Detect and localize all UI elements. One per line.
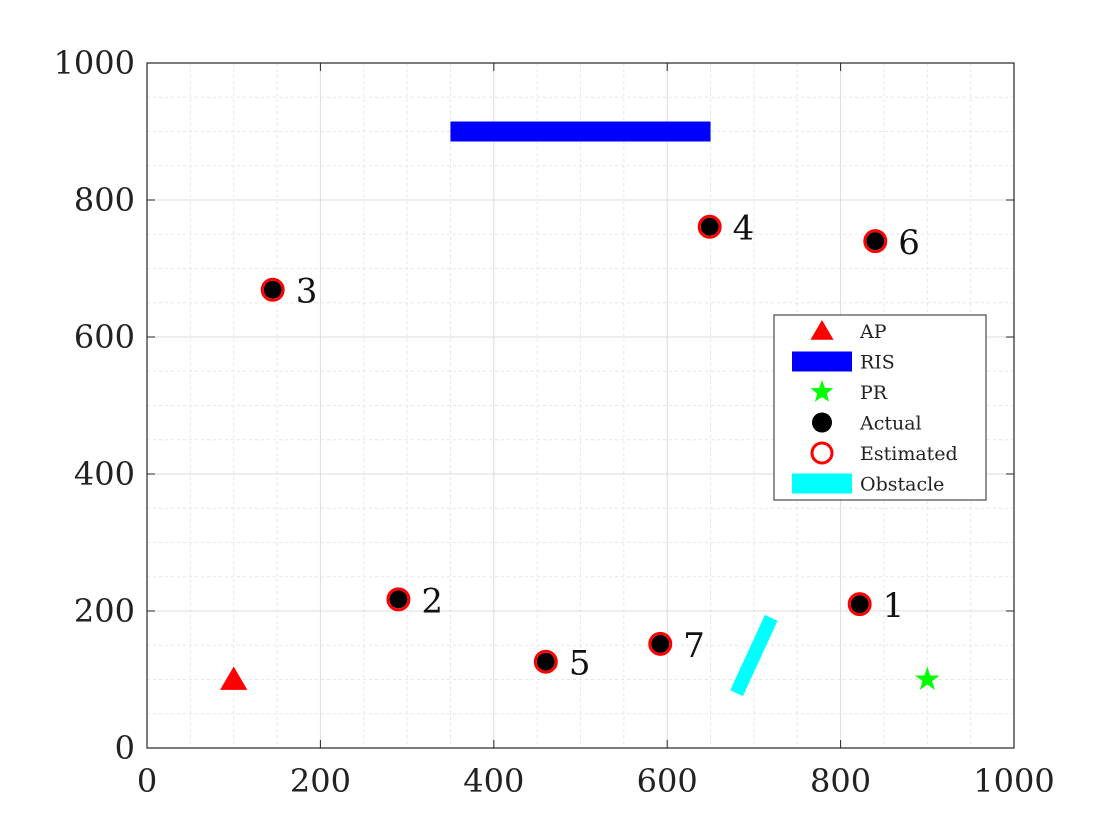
y-tick-label: 600 xyxy=(74,318,135,356)
legend-label-obstacle: Obstacle xyxy=(860,474,944,496)
user-label: 7 xyxy=(683,626,705,666)
legend-label-actual: Actual xyxy=(859,413,922,435)
obstacle-bar xyxy=(730,614,778,697)
estimated-point xyxy=(386,587,411,612)
actual-point xyxy=(651,634,670,653)
legend-label-estimated: Estimated xyxy=(860,443,958,465)
legend: AP RIS PR Actual Estimated Obstacle xyxy=(773,314,987,501)
estimated-point xyxy=(847,592,872,617)
legend-label-ap: AP xyxy=(859,321,887,343)
legend-obstacle-icon xyxy=(792,473,852,494)
legend-estimated-icon xyxy=(810,441,834,465)
y-tick-label: 400 xyxy=(74,455,135,493)
x-tick-label: 800 xyxy=(810,762,871,800)
legend-label-ris: RIS xyxy=(860,352,895,374)
estimated-point xyxy=(260,277,285,302)
x-tick-label: 600 xyxy=(637,762,698,800)
user-label: 3 xyxy=(296,272,318,312)
actual-point xyxy=(866,232,885,251)
user-label: 5 xyxy=(569,644,591,684)
x-tick-label: 200 xyxy=(290,762,351,800)
x-tick-label: 400 xyxy=(463,762,524,800)
actual-point xyxy=(700,217,719,236)
y-tick-label: 800 xyxy=(74,181,135,219)
legend-pr-icon xyxy=(810,380,834,402)
legend-box xyxy=(773,314,987,501)
y-tick-label: 1000 xyxy=(54,44,135,82)
actual-point xyxy=(536,652,555,671)
y-tick-label: 200 xyxy=(74,592,135,630)
estimated-point xyxy=(533,649,558,674)
legend-ris-icon xyxy=(792,351,852,372)
ap-marker xyxy=(220,666,248,690)
actual-point xyxy=(850,595,869,614)
x-tick-label: 0 xyxy=(137,762,157,800)
legend-ap-icon xyxy=(810,320,834,340)
plot-frame xyxy=(146,62,1015,749)
data-marks: 1 2 3 4 5 6 7 xyxy=(220,121,940,697)
estimated-point xyxy=(697,214,722,239)
legend-label-pr: PR xyxy=(860,382,888,404)
actual-point xyxy=(389,590,408,609)
user-label: 6 xyxy=(898,223,920,263)
actual-point xyxy=(263,280,282,299)
user-label: 2 xyxy=(421,581,443,621)
estimated-point xyxy=(648,631,673,656)
user-label: 1 xyxy=(883,586,905,626)
axis-labels: 0 200 400 600 800 1000 0 200 400 600 800 1000 xyxy=(54,44,1055,800)
y-tick-label: 0 xyxy=(115,729,135,767)
pr-marker xyxy=(914,666,940,690)
estimated-point xyxy=(863,229,888,254)
legend-actual-icon xyxy=(812,412,832,433)
x-tick-label: 1000 xyxy=(973,762,1054,800)
user-label: 4 xyxy=(733,209,755,249)
